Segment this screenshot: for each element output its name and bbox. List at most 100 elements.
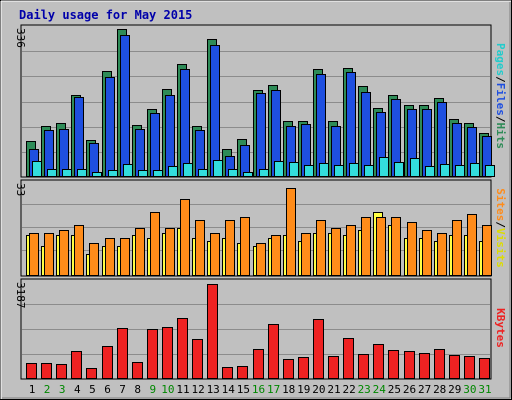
- bar-kbytes-day-20: [313, 319, 324, 379]
- day-label-4: 4: [74, 383, 81, 396]
- legend-part: Pages: [494, 43, 507, 76]
- bar-sites-day-7: [120, 238, 130, 276]
- day-label-21: 21: [327, 383, 340, 396]
- day-label-27: 27: [418, 383, 431, 396]
- bar-sites-day-4: [74, 225, 84, 276]
- bar-sites-day-6: [105, 238, 115, 276]
- bar-pages-day-21: [334, 165, 344, 177]
- bar-kbytes-day-27: [419, 353, 430, 379]
- bar-sites-day-12: [195, 220, 205, 276]
- bar-sites-day-31: [482, 225, 492, 276]
- bar-sites-day-28: [437, 233, 447, 276]
- bar-kbytes-day-28: [434, 349, 445, 379]
- bar-kbytes-day-19: [298, 357, 309, 379]
- bar-kbytes-day-13: [207, 284, 218, 379]
- day-label-11: 11: [176, 383, 189, 396]
- bar-files-day-9: [150, 113, 160, 177]
- day-label-12: 12: [191, 383, 204, 396]
- day-label-28: 28: [433, 383, 446, 396]
- day-label-18: 18: [282, 383, 295, 396]
- bar-sites-day-13: [210, 233, 220, 276]
- day-label-17: 17: [267, 383, 280, 396]
- bar-sites-day-23: [361, 217, 371, 276]
- bar-kbytes-day-3: [56, 364, 67, 379]
- bar-sites-day-14: [225, 220, 235, 276]
- day-label-16: 16: [252, 383, 265, 396]
- bar-files-day-20: [316, 74, 326, 177]
- chart-title: Daily usage for May 2015: [19, 8, 192, 22]
- bar-files-day-15: [240, 145, 250, 177]
- day-label-10: 10: [161, 383, 174, 396]
- day-label-8: 8: [134, 383, 141, 396]
- bar-files-day-6: [105, 77, 115, 177]
- bar-sites-day-30: [467, 214, 477, 276]
- bar-kbytes-day-7: [117, 328, 128, 379]
- bar-sites-day-24: [376, 217, 386, 276]
- bar-kbytes-day-24: [373, 344, 384, 379]
- bar-kbytes-day-1: [26, 363, 37, 379]
- bars: [26, 29, 495, 379]
- bar-sites-day-3: [59, 230, 69, 276]
- day-label-13: 13: [207, 383, 220, 396]
- day-label-14: 14: [222, 383, 236, 396]
- bar-pages-day-31: [485, 165, 495, 177]
- day-label-20: 20: [312, 383, 325, 396]
- legend-part: Files: [494, 83, 507, 116]
- bar-files-day-8: [135, 129, 145, 177]
- bar-pages-day-29: [455, 165, 465, 177]
- bar-sites-day-9: [150, 212, 160, 276]
- bar-sites-day-26: [407, 222, 417, 276]
- panel-bottom-legend: KBytes: [494, 308, 507, 348]
- day-label-31: 31: [478, 383, 491, 396]
- bar-pages-day-26: [410, 158, 420, 177]
- bar-sites-day-17: [271, 235, 281, 276]
- bar-pages-day-18: [289, 162, 299, 177]
- bar-kbytes-day-14: [222, 367, 233, 379]
- bar-kbytes-day-18: [283, 359, 294, 379]
- bar-files-day-23: [361, 92, 371, 177]
- bar-sites-day-19: [301, 233, 311, 276]
- bar-kbytes-day-6: [102, 346, 113, 379]
- day-label-1: 1: [29, 383, 36, 396]
- day-label-2: 2: [44, 383, 51, 396]
- day-label-3: 3: [59, 383, 66, 396]
- bar-kbytes-day-30: [464, 356, 475, 379]
- day-label-5: 5: [89, 383, 96, 396]
- bar-files-day-10: [165, 95, 175, 177]
- bar-files-day-13: [210, 45, 220, 177]
- bar-pages-day-3: [62, 169, 72, 177]
- bar-sites-day-25: [391, 217, 401, 276]
- bar-sites-day-1: [29, 233, 39, 276]
- bar-files-day-22: [346, 72, 356, 177]
- bar-kbytes-day-16: [253, 349, 264, 379]
- bar-sites-day-8: [135, 228, 145, 276]
- bar-sites-day-15: [240, 217, 250, 276]
- legend-part: /: [494, 116, 507, 123]
- bar-pages-day-9: [153, 170, 163, 177]
- bar-sites-day-11: [180, 199, 190, 276]
- bar-kbytes-day-17: [268, 324, 279, 379]
- bar-kbytes-day-5: [86, 368, 97, 379]
- bar-sites-day-21: [331, 228, 341, 276]
- bar-kbytes-day-21: [328, 356, 339, 379]
- bar-pages-day-7: [123, 164, 133, 177]
- bar-kbytes-day-2: [41, 363, 52, 379]
- day-label-30: 30: [463, 383, 476, 396]
- bar-pages-day-2: [47, 169, 57, 177]
- bar-pages-day-10: [168, 166, 178, 177]
- bar-pages-day-17: [274, 161, 284, 177]
- bar-pages-day-16: [259, 169, 269, 177]
- bar-sites-day-20: [316, 220, 326, 276]
- bar-sites-day-16: [256, 243, 266, 276]
- day-label-29: 29: [448, 383, 461, 396]
- bar-kbytes-day-9: [147, 329, 158, 379]
- bar-pages-day-5: [92, 172, 102, 177]
- bar-pages-day-30: [470, 163, 480, 177]
- bar-kbytes-day-15: [237, 366, 248, 379]
- bar-sites-day-29: [452, 220, 462, 276]
- panel-top-max-label: 336: [14, 28, 27, 48]
- day-label-6: 6: [104, 383, 111, 396]
- bar-kbytes-day-23: [358, 354, 369, 379]
